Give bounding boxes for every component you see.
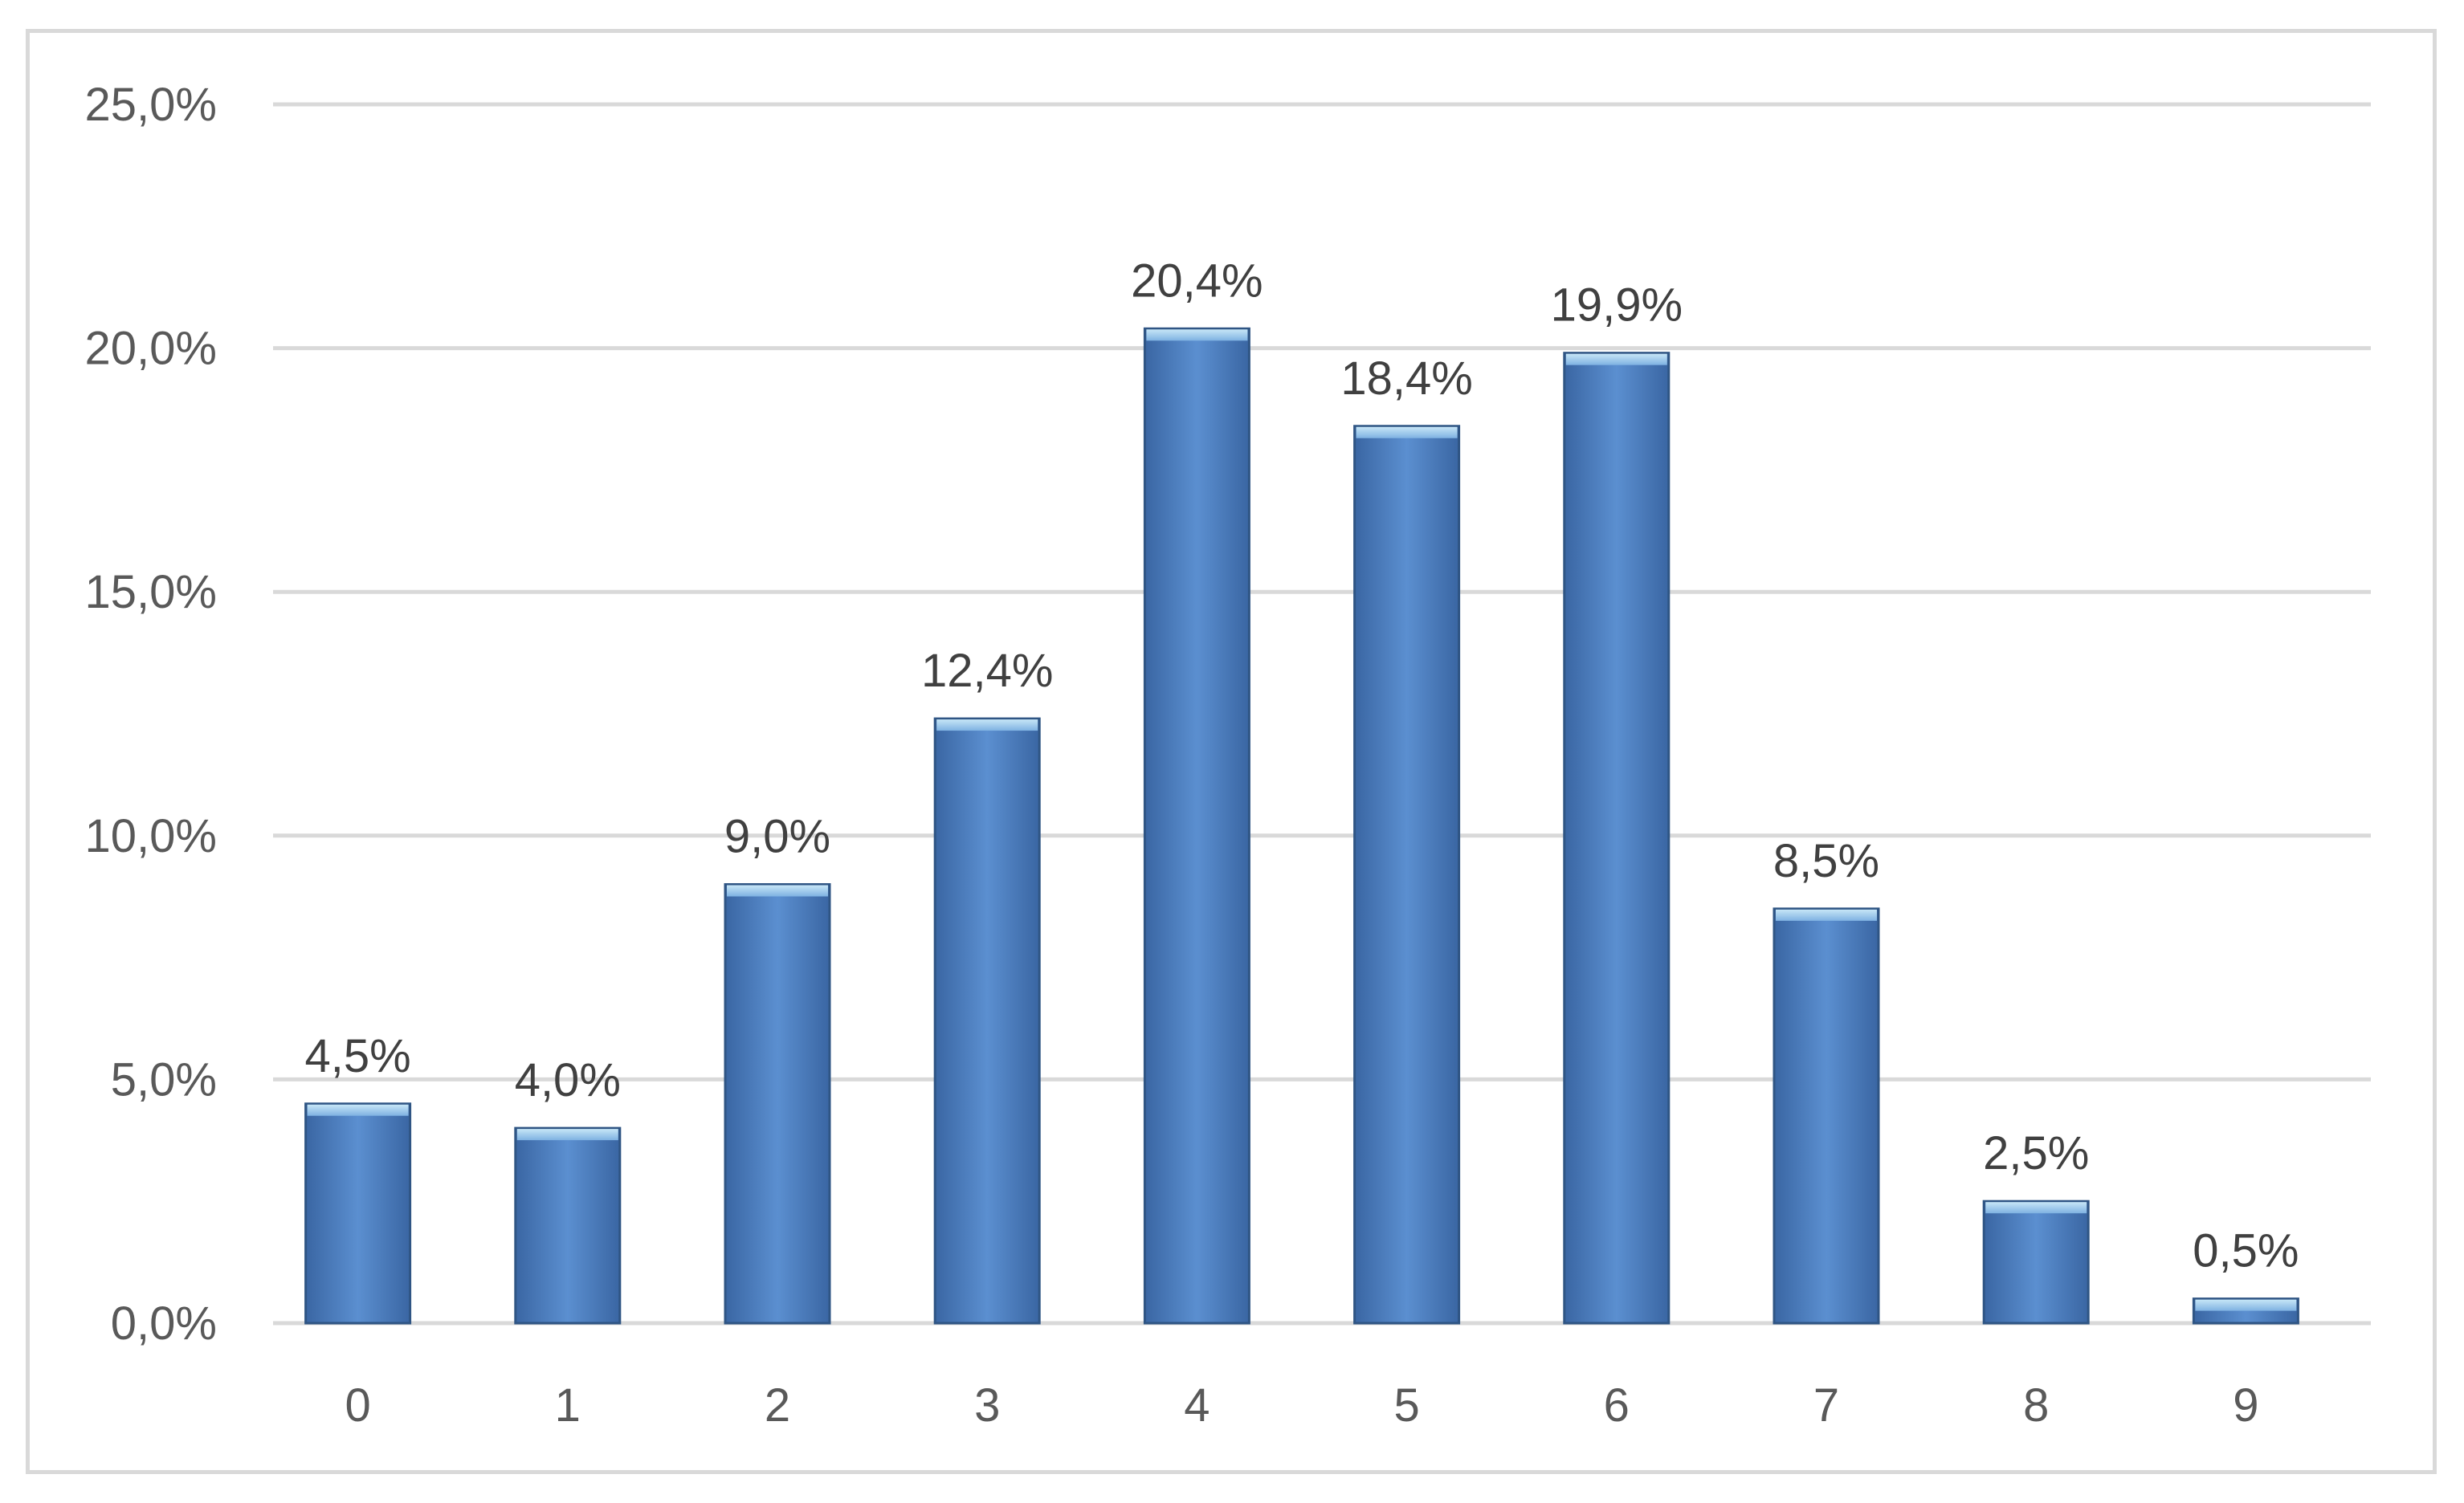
bar-cap bbox=[1565, 353, 1667, 365]
y-axis-tick-labels: 0,0% 5,0% 10,0% 15,0% 20,0% 25,0% bbox=[85, 79, 217, 1350]
y-tick-label: 15,0% bbox=[85, 566, 217, 618]
x-tick-label: 9 bbox=[2233, 1379, 2258, 1432]
bar bbox=[2192, 1297, 2299, 1325]
bar-body bbox=[514, 1126, 622, 1325]
bar bbox=[1353, 425, 1461, 1325]
x-tick-label: 7 bbox=[1813, 1379, 1839, 1432]
bar-cap bbox=[727, 885, 828, 897]
data-label: 8,5% bbox=[1773, 835, 1879, 887]
bar-body bbox=[1143, 327, 1250, 1325]
data-label: 0,5% bbox=[2193, 1225, 2299, 1277]
data-label: 12,4% bbox=[921, 645, 1053, 697]
data-label: 18,4% bbox=[1340, 352, 1472, 405]
bar-body bbox=[1353, 425, 1461, 1325]
bar-cap bbox=[1776, 909, 1877, 921]
bar-cap bbox=[936, 719, 1038, 731]
bar-cap bbox=[1146, 329, 1248, 341]
bar-body bbox=[1773, 907, 1880, 1325]
data-label: 4,5% bbox=[304, 1030, 410, 1082]
data-label: 9,0% bbox=[724, 811, 830, 863]
x-tick-label: 8 bbox=[2023, 1379, 2049, 1432]
x-axis-tick-labels: 0 1 2 3 4 5 6 7 8 9 bbox=[345, 1379, 2258, 1432]
bar-cap bbox=[1356, 426, 1458, 438]
data-labels: 4,5% 4,0% 9,0% 12,4% 20,4% 18,4% 19,9% 8,5% 2,5%… bbox=[304, 255, 2299, 1277]
bar bbox=[1563, 352, 1671, 1325]
bar-cap bbox=[2195, 1299, 2297, 1311]
bar-body bbox=[724, 883, 831, 1325]
bar-cap bbox=[1985, 1202, 2087, 1214]
x-tick-label: 4 bbox=[1184, 1379, 1210, 1432]
bar bbox=[933, 717, 1041, 1325]
bars bbox=[304, 327, 2299, 1325]
bar bbox=[1143, 327, 1250, 1325]
bar-cap bbox=[516, 1129, 618, 1141]
data-label: 2,5% bbox=[1983, 1127, 2089, 1179]
bar-body bbox=[1563, 352, 1671, 1325]
y-tick-label: 20,0% bbox=[85, 323, 217, 375]
bar-cap bbox=[307, 1104, 409, 1116]
bar-body bbox=[933, 717, 1041, 1325]
x-tick-label: 1 bbox=[555, 1379, 581, 1432]
bar bbox=[724, 883, 831, 1325]
data-label: 4,0% bbox=[515, 1054, 621, 1106]
y-tick-label: 25,0% bbox=[85, 79, 217, 131]
bar bbox=[1773, 907, 1880, 1325]
x-tick-label: 2 bbox=[765, 1379, 790, 1432]
y-tick-label: 5,0% bbox=[111, 1053, 217, 1106]
bar-body bbox=[1982, 1200, 2090, 1325]
y-tick-label: 10,0% bbox=[85, 810, 217, 862]
x-tick-label: 6 bbox=[1604, 1379, 1630, 1432]
x-tick-label: 3 bbox=[974, 1379, 1000, 1432]
x-tick-label: 0 bbox=[345, 1379, 370, 1432]
bar bbox=[304, 1102, 412, 1325]
y-tick-label: 0,0% bbox=[111, 1297, 217, 1350]
bar bbox=[514, 1126, 622, 1325]
x-tick-label: 5 bbox=[1393, 1379, 1419, 1432]
data-label: 19,9% bbox=[1551, 279, 1683, 332]
data-label: 20,4% bbox=[1131, 255, 1263, 307]
bar-body bbox=[304, 1102, 412, 1325]
bar bbox=[1982, 1200, 2090, 1325]
